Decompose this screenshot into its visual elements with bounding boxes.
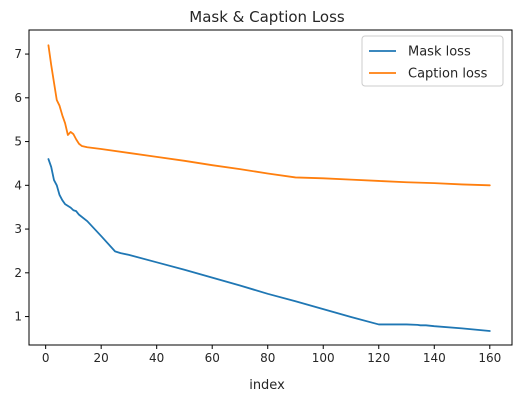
x-tick-label: 160 xyxy=(478,351,501,365)
x-tick-label: 120 xyxy=(367,351,390,365)
y-tick-label: 3 xyxy=(14,222,22,236)
x-tick-label: 20 xyxy=(94,351,109,365)
legend-box xyxy=(361,35,504,87)
legend: Mask loss Caption loss xyxy=(361,35,504,87)
y-tick-label: 1 xyxy=(14,310,22,324)
series-lines xyxy=(47,44,491,332)
y-tick-label: 2 xyxy=(14,266,22,280)
legend-label: Caption loss xyxy=(408,67,488,82)
x-tick-label: 100 xyxy=(312,351,335,365)
x-tick-label: 140 xyxy=(423,351,446,365)
series-line-caption-loss xyxy=(47,44,491,187)
series-line-mask-loss xyxy=(47,158,491,332)
y-axis: 1 2 3 4 5 6 7 xyxy=(14,47,29,324)
y-tick-label: 4 xyxy=(14,178,22,192)
x-axis: 0 20 40 60 80 100 120 140 160 xyxy=(42,345,501,365)
y-tick-label: 7 xyxy=(14,47,22,61)
x-tick-label: 0 xyxy=(42,351,50,365)
y-tick-label: 6 xyxy=(14,91,22,105)
y-tick-label: 5 xyxy=(14,135,22,149)
plot-frame xyxy=(28,29,513,346)
chart-title: Mask & Caption Loss xyxy=(189,8,345,26)
x-tick-label: 60 xyxy=(205,351,220,365)
x-tick-label: 40 xyxy=(149,351,164,365)
x-axis-label: index xyxy=(249,378,285,393)
legend-label: Mask loss xyxy=(408,45,471,60)
x-tick-label: 80 xyxy=(260,351,275,365)
